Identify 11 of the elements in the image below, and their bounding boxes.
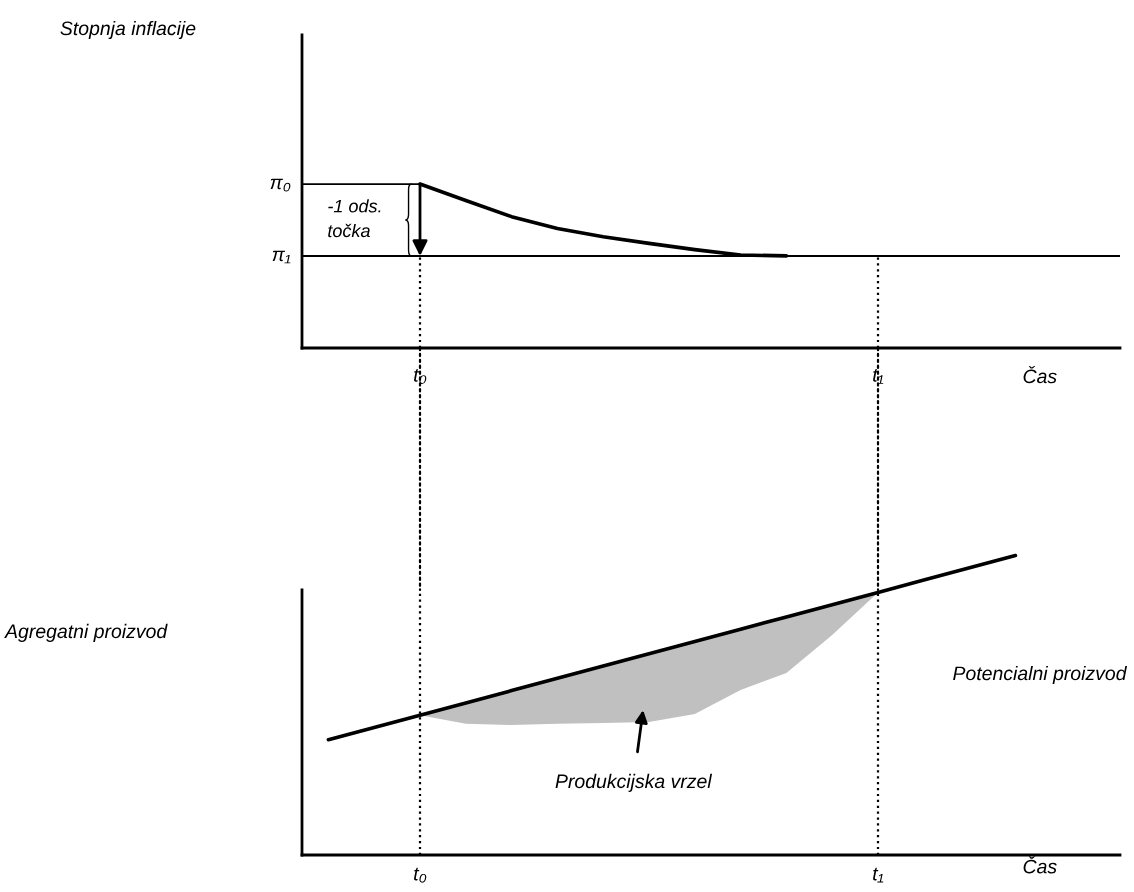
text: Potencialni proizvod <box>953 665 1128 685</box>
x-axis-title: Čas <box>1023 856 1057 874</box>
ref-line-label: π₁ <box>272 250 291 264</box>
x-tick-label: t₁ <box>873 867 884 883</box>
x-tick-label: t₀ <box>414 867 427 883</box>
ref-line-label: π₀ <box>270 178 291 192</box>
x-axis-title: Čas <box>1023 366 1057 384</box>
y-axis-title: Agregatni proizvod <box>4 623 168 642</box>
y-axis-title: Stopnja inflacije <box>60 20 196 40</box>
annotation: -1 ods. točka <box>328 199 381 238</box>
annotation: Produkcijska vrzel <box>555 773 713 792</box>
